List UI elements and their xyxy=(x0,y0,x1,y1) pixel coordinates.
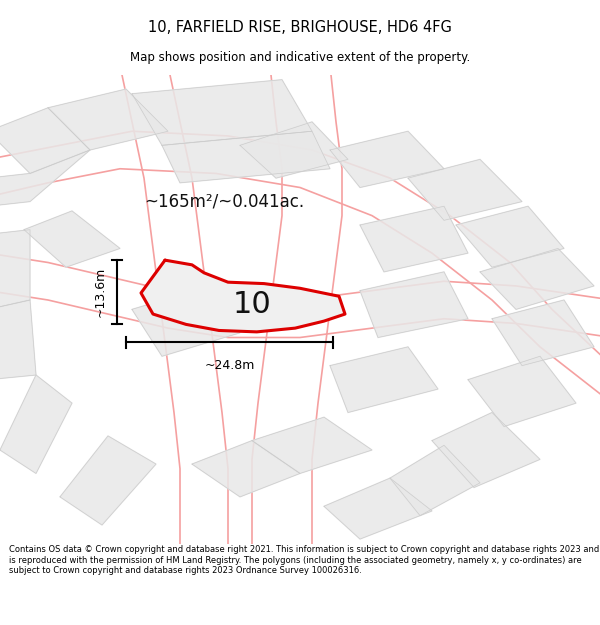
Polygon shape xyxy=(0,300,36,379)
Polygon shape xyxy=(252,418,372,474)
Polygon shape xyxy=(132,286,240,356)
Polygon shape xyxy=(360,272,468,338)
Text: ~165m²/~0.041ac.: ~165m²/~0.041ac. xyxy=(144,192,304,211)
Polygon shape xyxy=(132,79,312,145)
Text: Contains OS data © Crown copyright and database right 2021. This information is : Contains OS data © Crown copyright and d… xyxy=(9,545,599,575)
Polygon shape xyxy=(468,356,576,426)
Polygon shape xyxy=(330,347,438,413)
Polygon shape xyxy=(24,211,120,268)
Text: 10: 10 xyxy=(233,290,271,319)
Polygon shape xyxy=(456,206,564,268)
Polygon shape xyxy=(390,445,480,516)
Polygon shape xyxy=(480,248,594,309)
Polygon shape xyxy=(360,206,468,272)
Polygon shape xyxy=(240,122,348,178)
Polygon shape xyxy=(432,412,540,488)
Polygon shape xyxy=(48,89,168,150)
Polygon shape xyxy=(330,131,444,188)
Text: ~24.8m: ~24.8m xyxy=(205,359,254,372)
Polygon shape xyxy=(408,159,522,220)
Polygon shape xyxy=(324,478,432,539)
Polygon shape xyxy=(192,441,300,497)
Polygon shape xyxy=(492,300,594,366)
Polygon shape xyxy=(0,375,72,474)
Polygon shape xyxy=(0,229,30,309)
Polygon shape xyxy=(0,150,90,206)
Polygon shape xyxy=(60,436,156,525)
Text: Map shows position and indicative extent of the property.: Map shows position and indicative extent… xyxy=(130,51,470,64)
Text: 10, FARFIELD RISE, BRIGHOUSE, HD6 4FG: 10, FARFIELD RISE, BRIGHOUSE, HD6 4FG xyxy=(148,20,452,35)
Text: ~13.6m: ~13.6m xyxy=(93,267,106,318)
Polygon shape xyxy=(141,260,345,332)
Polygon shape xyxy=(0,107,90,173)
Polygon shape xyxy=(162,131,330,182)
